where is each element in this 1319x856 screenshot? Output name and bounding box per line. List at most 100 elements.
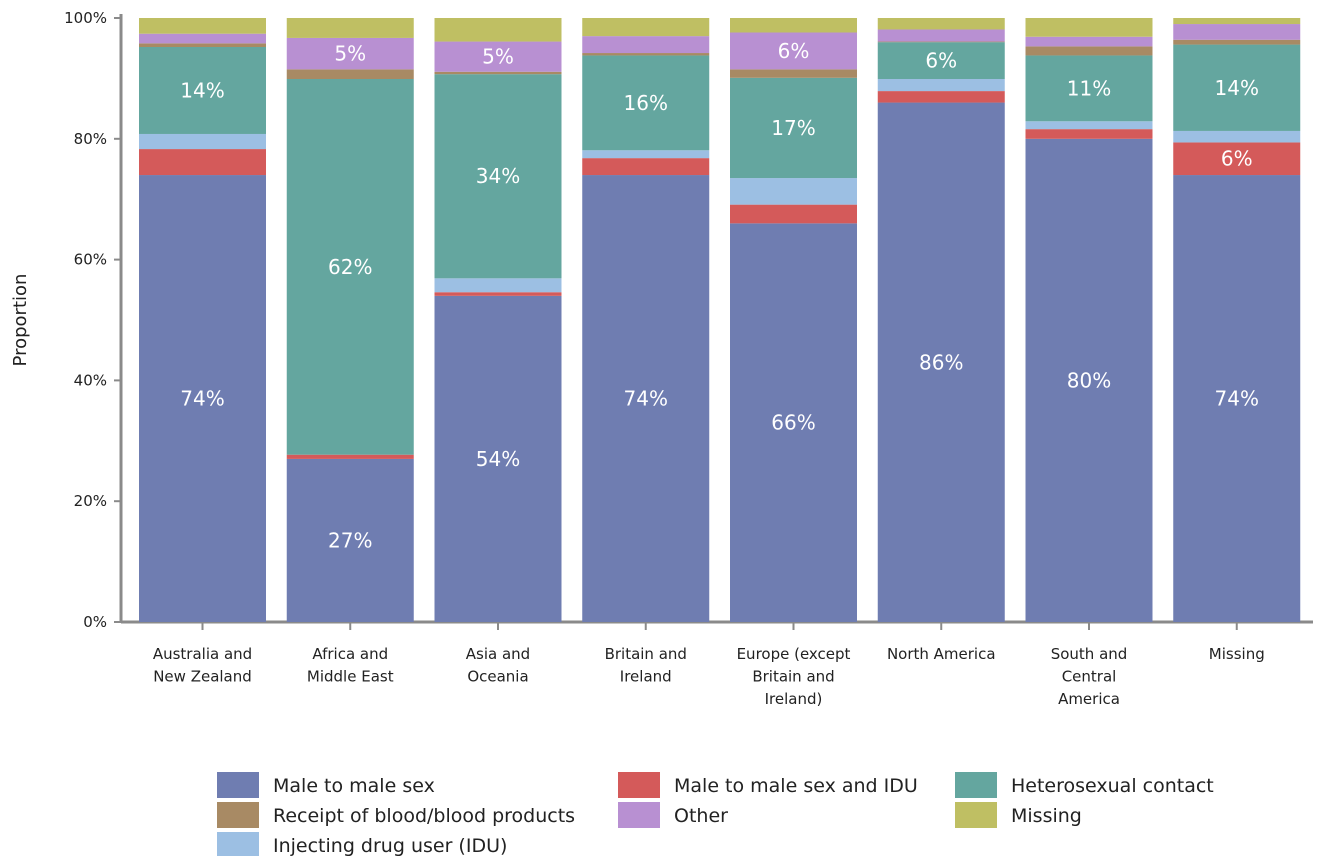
data-label: 5% <box>482 45 514 69</box>
legend-label: Missing <box>1011 805 1082 827</box>
bar-segment <box>139 18 266 34</box>
y-tick-label: 60% <box>74 251 107 269</box>
bar-segment <box>730 77 857 179</box>
bar-segment <box>877 29 1005 42</box>
x-tick-label: Asia and <box>466 645 530 663</box>
legend-swatch <box>217 832 259 856</box>
bar-segment <box>730 32 857 70</box>
data-label: 14% <box>1215 76 1259 100</box>
data-label: 74% <box>180 387 224 411</box>
x-tick-label: Middle East <box>307 668 394 686</box>
data-label: 6% <box>925 49 957 73</box>
data-label: 80% <box>1067 368 1111 392</box>
x-tick-label: Australia and <box>153 645 252 663</box>
bar-segment <box>877 41 1005 43</box>
bar-segment <box>582 158 710 176</box>
bar-segment <box>139 46 266 134</box>
x-tick-label: Missing <box>1209 645 1265 663</box>
data-label: 6% <box>778 39 810 63</box>
legend-label: Heterosexual contact <box>1011 775 1214 797</box>
bar-segment <box>139 149 266 176</box>
bar-segment <box>434 292 562 296</box>
legend-swatch <box>217 772 259 798</box>
bar-segment <box>1025 55 1153 122</box>
bar-segment <box>582 150 710 159</box>
x-tick-label: America <box>1058 690 1120 708</box>
bar-segment <box>286 69 414 80</box>
x-tick-label: Europe (except <box>737 645 851 663</box>
x-tick-label: New Zealand <box>153 668 252 686</box>
x-tick-label: South and <box>1051 645 1128 663</box>
bar-segment <box>434 41 562 72</box>
bar-segment <box>877 42 1005 80</box>
bar-segment <box>1025 121 1153 130</box>
bar-segment <box>730 69 857 78</box>
x-tick-label: Central <box>1062 668 1117 686</box>
bar-segment <box>1025 36 1153 47</box>
bar-segment <box>730 178 857 205</box>
data-label: 86% <box>919 350 963 374</box>
bar-segment <box>434 71 562 75</box>
bar-segment <box>1173 44 1301 131</box>
data-label: 74% <box>624 387 668 411</box>
bar-segment <box>286 18 414 38</box>
bar-segment <box>1025 18 1153 37</box>
bar-segment <box>1025 46 1153 56</box>
data-label: 16% <box>624 91 668 115</box>
legend-label: Receipt of blood/blood products <box>273 805 575 827</box>
bar-segment <box>139 175 266 623</box>
y-tick-label: 0% <box>83 613 107 631</box>
legend-label: Male to male sex and IDU <box>674 775 918 797</box>
legend-swatch <box>955 772 997 798</box>
bar-segment <box>286 458 414 622</box>
legend-swatch <box>618 772 660 798</box>
bar-segment <box>730 204 857 224</box>
legend-label: Injecting drug user (IDU) <box>273 835 507 856</box>
data-label: 17% <box>771 116 815 140</box>
data-label: 6% <box>1221 147 1253 171</box>
data-label: 54% <box>476 447 520 471</box>
bar-segment <box>582 36 710 54</box>
bar-segment <box>877 18 1005 30</box>
y-axis-label: Proportion <box>10 274 31 367</box>
data-label: 34% <box>476 164 520 188</box>
data-label: 14% <box>180 78 224 102</box>
data-label: 74% <box>1215 387 1259 411</box>
bar-segment <box>434 18 562 42</box>
y-tick-label: 80% <box>74 130 107 148</box>
bar-segment <box>582 175 710 623</box>
bar-segment <box>434 278 562 293</box>
legend-swatch <box>217 802 259 828</box>
bar-segment <box>582 18 710 37</box>
bar-segment <box>434 74 562 279</box>
bar-segment <box>582 55 710 151</box>
bar-segment <box>877 102 1005 622</box>
bar-segment <box>1025 138 1153 623</box>
bar-segment <box>139 43 266 47</box>
x-tick-label: Britain and <box>752 668 834 686</box>
y-tick-label: 40% <box>74 371 107 389</box>
x-tick-label: North America <box>887 645 996 663</box>
bar-segment <box>139 33 266 44</box>
data-label: 27% <box>328 528 372 552</box>
bar-segment <box>1173 24 1301 40</box>
bar-segment <box>730 223 857 623</box>
x-tick-label: Africa and <box>312 645 388 663</box>
x-tick-label: Ireland <box>620 668 672 686</box>
bar-segment <box>582 53 710 56</box>
bar-segment <box>286 454 414 459</box>
data-label: 5% <box>334 42 366 66</box>
bar-segment <box>1173 142 1301 176</box>
bar-segment <box>1173 18 1301 25</box>
bar-segment <box>1173 175 1301 623</box>
bar-segment <box>1025 129 1153 139</box>
data-label: 66% <box>771 411 815 435</box>
bar-segment <box>286 79 414 455</box>
bar-segment <box>139 133 266 150</box>
legend-label: Male to male sex <box>273 775 435 797</box>
bar-segment <box>730 18 857 33</box>
bar-segment <box>434 295 562 622</box>
bar-segment <box>877 91 1005 103</box>
y-tick-label: 100% <box>64 9 107 27</box>
